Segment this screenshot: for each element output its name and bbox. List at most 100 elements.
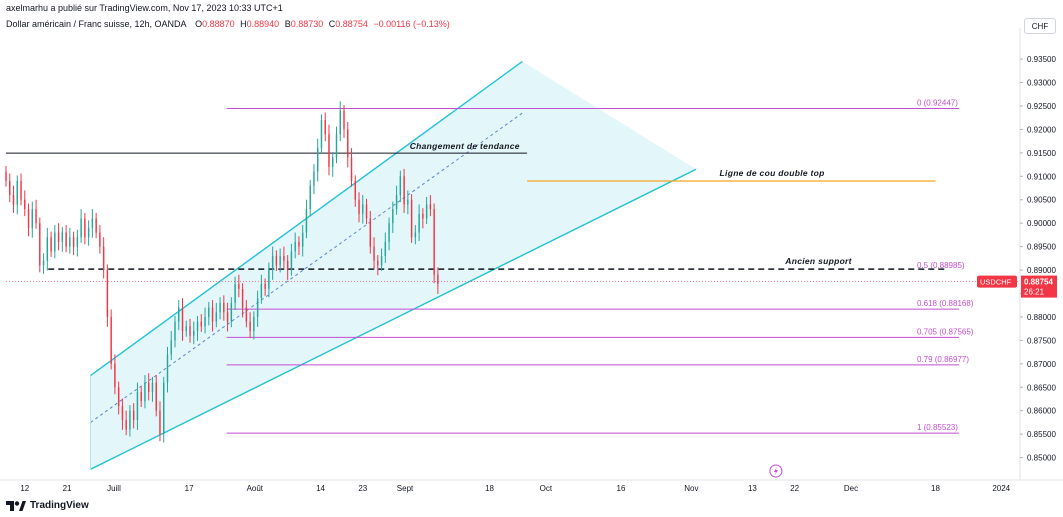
time-tick-label: 22 bbox=[790, 484, 799, 493]
candle-body bbox=[347, 129, 349, 158]
candle-body bbox=[84, 218, 86, 238]
candle-body bbox=[5, 171, 7, 181]
low-label: B bbox=[284, 19, 291, 29]
candle-body bbox=[373, 246, 375, 261]
candle-body bbox=[384, 241, 387, 256]
candle-body bbox=[256, 298, 259, 317]
symbol-tag-label: USDCHF bbox=[980, 278, 1012, 287]
channel-median-line[interactable] bbox=[90, 112, 523, 423]
last-price-tag[interactable] bbox=[1021, 275, 1057, 298]
candle-body bbox=[425, 204, 428, 219]
candle-body bbox=[174, 321, 176, 341]
candle-body bbox=[50, 237, 52, 252]
candle-body bbox=[343, 110, 345, 130]
price-tick-label: 0.86500 bbox=[1027, 383, 1056, 392]
high-label: H bbox=[240, 19, 247, 29]
candle-body bbox=[377, 260, 379, 266]
time-tick-label: 18 bbox=[931, 484, 940, 493]
time-tick-label: 17 bbox=[185, 484, 194, 493]
candle-body bbox=[20, 180, 22, 200]
lightning-glyph bbox=[773, 467, 778, 475]
candle-body bbox=[99, 232, 101, 247]
candle-body bbox=[95, 218, 97, 233]
candle-body bbox=[253, 316, 255, 332]
candle-body bbox=[339, 110, 341, 135]
candle-body bbox=[238, 284, 240, 289]
price-tick-label: 0.93000 bbox=[1027, 79, 1056, 88]
symbol-tag[interactable] bbox=[977, 275, 1017, 288]
price-tick-label: 0.92000 bbox=[1027, 125, 1056, 134]
horizontal-lines: 0 (0.92447) 0.5 (0.88985) 0.618 (0.88168) 0… bbox=[6, 98, 974, 434]
candle-body bbox=[102, 246, 105, 271]
candle-body bbox=[264, 284, 266, 289]
fib-level-label: 1 (0.85523) bbox=[917, 423, 958, 432]
candle-body bbox=[136, 391, 139, 421]
open-value: 0.88870 bbox=[202, 19, 235, 29]
candle-body bbox=[275, 256, 278, 266]
candle-body bbox=[399, 176, 402, 196]
candle-body bbox=[437, 274, 439, 285]
candle-body bbox=[305, 209, 308, 233]
price-tick-label: 0.85500 bbox=[1027, 430, 1056, 439]
candle-body bbox=[185, 326, 187, 332]
candle-body bbox=[155, 382, 157, 411]
candle-body bbox=[418, 213, 420, 233]
candle-body bbox=[72, 237, 75, 247]
candle-body bbox=[27, 209, 30, 228]
symbol-description[interactable]: Dollar américain / Franc suisse, 12h, OA… bbox=[6, 19, 187, 29]
candle-body bbox=[35, 209, 37, 224]
candle-body bbox=[332, 157, 334, 167]
time-tick-label: Sept bbox=[397, 484, 414, 493]
candle-body bbox=[301, 232, 304, 247]
candle-body bbox=[181, 307, 184, 332]
price-tick-label: 0.88000 bbox=[1027, 313, 1056, 322]
candle-body bbox=[433, 209, 435, 275]
candle-body bbox=[91, 218, 94, 228]
time-axis: 12 21 Juill 17 Août 14 23 Sept 18 Oct 16 Nov 13 22 Dec… bbox=[0, 479, 1063, 493]
annotation-text: Changement de tendance bbox=[410, 141, 520, 151]
candle-body bbox=[414, 232, 417, 238]
parallel-channel bbox=[90, 60, 697, 470]
candle-body bbox=[178, 307, 180, 322]
candle-body bbox=[392, 209, 394, 224]
change-value: −0.00116 (−0.13%) bbox=[373, 19, 450, 29]
brand-name: TradingView bbox=[30, 500, 89, 511]
fib-level-label: 0.705 (0.87565) bbox=[917, 327, 974, 336]
candle-body bbox=[140, 391, 142, 402]
price-tick-label: 0.87000 bbox=[1027, 360, 1056, 369]
ohlc-legend: Dollar américain / Franc suisse, 12h, OA… bbox=[6, 19, 453, 29]
candle-body bbox=[117, 387, 120, 407]
candle-body bbox=[249, 321, 251, 332]
candle-body bbox=[271, 256, 274, 271]
candle-body bbox=[54, 232, 56, 252]
candle-body bbox=[57, 232, 60, 242]
candle-body bbox=[208, 307, 210, 317]
candle-body bbox=[422, 213, 424, 219]
candle-body bbox=[268, 270, 270, 289]
candle-body bbox=[388, 223, 390, 242]
price-axis: 0.93500 0.93000 0.92500 0.92000 0.91500 0.910… bbox=[6, 28, 1057, 480]
candle-body bbox=[87, 227, 90, 238]
candlestick-series bbox=[5, 101, 439, 443]
candle-body bbox=[313, 171, 315, 186]
candle-body bbox=[335, 134, 338, 158]
candle-body bbox=[65, 232, 67, 247]
candle-body bbox=[110, 316, 112, 364]
footer: TradingView bbox=[6, 500, 89, 511]
candle-body bbox=[121, 406, 124, 421]
candle-body bbox=[365, 204, 368, 219]
price-tick-label: 0.89500 bbox=[1027, 243, 1056, 252]
candle-body bbox=[410, 199, 413, 238]
candle-body bbox=[12, 195, 15, 205]
candle-body bbox=[170, 340, 172, 355]
candle-body bbox=[328, 134, 330, 167]
candle-body bbox=[42, 260, 45, 266]
candle-body bbox=[279, 256, 281, 266]
bar-countdown: 26:21 bbox=[1024, 288, 1045, 297]
candle-body bbox=[226, 312, 229, 322]
overlay bbox=[769, 464, 783, 478]
currency-button[interactable]: CHF bbox=[1024, 18, 1056, 34]
candle-body bbox=[395, 195, 398, 210]
channel-lower-line[interactable] bbox=[90, 168, 697, 470]
